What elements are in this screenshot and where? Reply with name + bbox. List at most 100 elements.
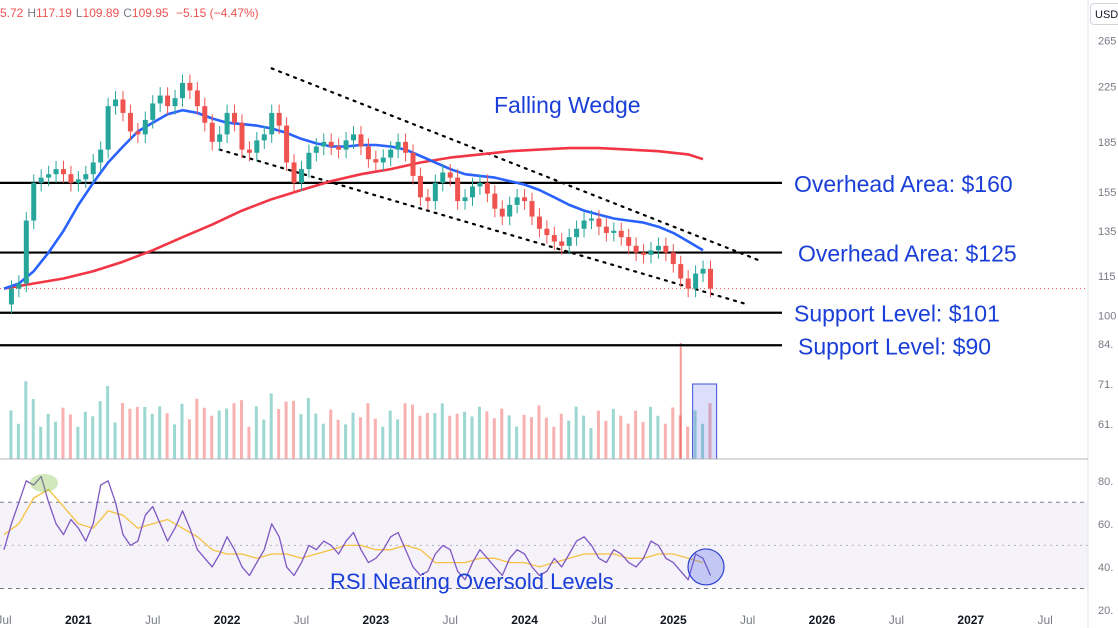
currency-button[interactable]: USD bbox=[1090, 3, 1118, 25]
candle-body bbox=[581, 220, 587, 229]
close-value: 109.95 bbox=[131, 6, 169, 20]
volume-bar bbox=[507, 415, 511, 459]
volume-bar bbox=[433, 413, 437, 459]
time-tick-label: 2024 bbox=[511, 613, 538, 627]
high-value: 117.19 bbox=[36, 6, 72, 20]
candle-body bbox=[179, 82, 185, 99]
candle-body bbox=[150, 103, 156, 120]
candle-body bbox=[655, 245, 661, 251]
candle-body bbox=[172, 98, 178, 107]
volume-bar bbox=[39, 426, 43, 459]
rsi-panel: RSI Nearing Oversold Levels bbox=[0, 474, 1088, 594]
candle-body bbox=[693, 273, 699, 289]
volume-bar bbox=[61, 407, 65, 459]
candle-body bbox=[306, 152, 312, 170]
candle-body bbox=[246, 149, 252, 153]
volume-bar bbox=[158, 406, 162, 459]
volume-bar bbox=[135, 406, 139, 459]
volume-bar bbox=[262, 419, 266, 459]
candle-body bbox=[551, 235, 557, 242]
candle-body bbox=[31, 182, 37, 221]
rsi-oversold-highlight bbox=[687, 548, 725, 586]
candle-body bbox=[603, 226, 609, 233]
price-panel: Overhead Area: $160 Overhead Area: $125 Su… bbox=[0, 67, 1088, 359]
time-tick-label: 2025 bbox=[660, 613, 687, 627]
candle-body bbox=[194, 90, 200, 107]
volume-bar bbox=[604, 420, 608, 459]
candle-body bbox=[618, 230, 624, 238]
time-tick-label: Jul bbox=[740, 613, 755, 627]
open-value: 5.72 bbox=[0, 6, 24, 20]
volume-bar bbox=[306, 398, 310, 459]
candle-body bbox=[588, 218, 594, 221]
candle-body bbox=[365, 146, 371, 160]
candle-body bbox=[105, 106, 111, 150]
volume-bar bbox=[596, 410, 600, 459]
candle-body bbox=[135, 131, 141, 135]
volume-bar bbox=[448, 415, 452, 459]
candle-body bbox=[68, 174, 74, 183]
candle-body bbox=[455, 177, 461, 202]
volume-bar bbox=[195, 398, 199, 459]
candle-body bbox=[351, 134, 357, 141]
candle-body bbox=[53, 169, 59, 175]
candle-body bbox=[685, 278, 691, 289]
candle-body bbox=[432, 182, 438, 202]
ohlc-legend: 5.72 H117.19 L109.89 C109.95 −5.15 (−4.47%) bbox=[0, 6, 259, 20]
time-tick-label: Jul bbox=[591, 613, 606, 627]
candle-body bbox=[700, 268, 706, 274]
candle-body bbox=[522, 197, 528, 202]
volume-bar bbox=[663, 423, 667, 459]
candle-body bbox=[707, 268, 713, 289]
falling-wedge-label: Falling Wedge bbox=[494, 92, 641, 118]
candle-body bbox=[142, 119, 148, 135]
volume-bar bbox=[9, 410, 13, 459]
candle-body bbox=[462, 197, 468, 202]
time-tick-label: Jul bbox=[145, 613, 160, 627]
rsi-overbought-highlight bbox=[30, 474, 58, 492]
level-label: Overhead Area: $160 bbox=[794, 171, 1013, 197]
volume-bar bbox=[16, 423, 20, 459]
volume-panel bbox=[9, 343, 718, 460]
candle-body bbox=[209, 122, 215, 142]
volume-bar bbox=[24, 381, 28, 459]
volume-tick-label: 71. bbox=[1098, 379, 1113, 391]
candle-body bbox=[417, 175, 423, 198]
level-label: Overhead Area: $125 bbox=[798, 241, 1017, 267]
rsi-tick-label: 80. bbox=[1098, 476, 1113, 488]
volume-tick-label: 84. bbox=[1098, 339, 1113, 351]
volume-bar bbox=[425, 412, 429, 459]
candle-body bbox=[678, 264, 684, 279]
volume-bar bbox=[477, 406, 481, 459]
volume-bar bbox=[239, 400, 243, 459]
candle-body bbox=[60, 169, 66, 175]
volume-bar bbox=[113, 422, 117, 459]
volume-bar bbox=[500, 408, 504, 459]
rsi-tick-label: 20. bbox=[1098, 605, 1113, 617]
volume-bar bbox=[485, 411, 489, 459]
volume-bar bbox=[418, 415, 422, 459]
candle-body bbox=[239, 122, 245, 150]
volume-bar bbox=[232, 403, 236, 459]
candle-body bbox=[641, 252, 647, 255]
volume-bar bbox=[463, 411, 467, 459]
volume-bar bbox=[686, 426, 690, 459]
volume-bar bbox=[648, 406, 652, 459]
candle-body bbox=[470, 186, 476, 198]
candle-body bbox=[16, 283, 22, 289]
candle-body bbox=[8, 288, 14, 305]
time-tick-label: Jul bbox=[889, 613, 904, 627]
price-tick-label: 225 bbox=[1098, 82, 1116, 94]
volume-bar bbox=[165, 413, 169, 459]
volume-bar bbox=[217, 410, 221, 459]
volume-bar bbox=[269, 393, 273, 459]
level-label: Support Level: $90 bbox=[798, 333, 991, 359]
volume-bar bbox=[388, 410, 392, 459]
time-tick-label: 2022 bbox=[214, 613, 241, 627]
candle-body bbox=[46, 174, 52, 178]
volume-bar bbox=[210, 415, 214, 459]
candle-body bbox=[90, 162, 96, 175]
candle-body bbox=[321, 141, 327, 147]
